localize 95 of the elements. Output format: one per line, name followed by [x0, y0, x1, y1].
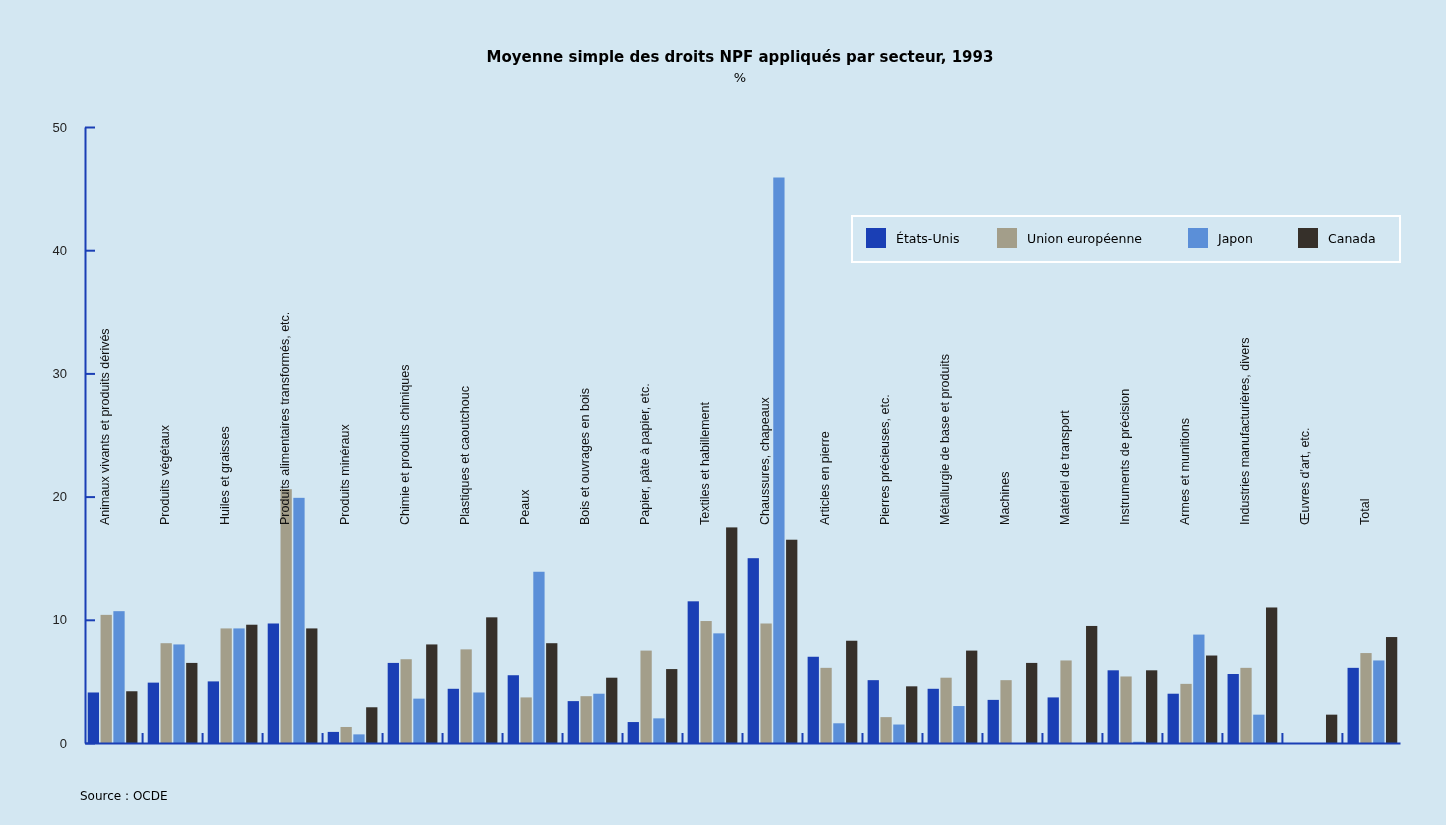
bar: [820, 667, 832, 743]
bar: [1086, 625, 1098, 743]
bar: [700, 621, 712, 743]
bar: [293, 497, 305, 743]
bar: [1206, 655, 1218, 743]
bar: [546, 643, 558, 743]
source-note: Source : OCDE: [80, 789, 168, 803]
bar: [473, 692, 485, 743]
bar: [340, 726, 352, 743]
bar: [653, 718, 665, 743]
bar: [1026, 662, 1038, 743]
bar: [893, 724, 905, 743]
x-tick-label: Produits minéraux: [337, 423, 352, 525]
x-tick-label: Chimie et produits chimiques: [397, 364, 412, 525]
x-tick-label: Instruments de précision: [1117, 388, 1132, 525]
legend-label: États-Unis: [896, 231, 960, 246]
bar: [366, 707, 378, 743]
y-tick-label: 10: [52, 612, 67, 628]
y-tick-label: 20: [52, 489, 67, 505]
bar: [113, 611, 125, 743]
bar: [1060, 660, 1072, 743]
bar: [186, 662, 198, 743]
x-tick-label: Papier, pâte à papier, etc.: [637, 383, 652, 525]
bar: [906, 686, 918, 743]
bar: [880, 717, 892, 743]
bar: [606, 677, 618, 743]
bar: [833, 723, 845, 743]
bar: [486, 617, 498, 743]
bar: [233, 628, 245, 743]
bar: [846, 640, 858, 743]
x-tick-label: Bois et ouvrages en bois: [577, 388, 592, 525]
bar: [400, 659, 412, 743]
x-tick-label: Produits alimentaires transformés, etc.: [278, 311, 292, 525]
bar: [100, 614, 112, 743]
bar: [786, 539, 798, 743]
bar: [593, 693, 605, 743]
bar: [1240, 667, 1252, 743]
x-tick-label: Métallurgie de base et produits: [937, 354, 952, 525]
bar: [940, 677, 952, 743]
bar: [426, 644, 438, 743]
bar: [1385, 637, 1398, 743]
x-tick-label: Animaux vivants et produits dérivés: [98, 328, 113, 525]
x-tick-label: Machines: [997, 471, 1012, 525]
bar: [580, 696, 592, 743]
x-tick-label: Plastiques et caoutchouc: [457, 386, 472, 525]
legend-label: Japon: [1217, 231, 1253, 246]
bar: [713, 633, 725, 743]
bar: [1193, 634, 1205, 743]
bar: [1266, 607, 1278, 743]
bar: [126, 691, 138, 743]
bar: [1146, 670, 1158, 743]
x-tick-label: Œuvres d'art, etc.: [1297, 427, 1312, 525]
legend-label: Canada: [1328, 231, 1376, 246]
x-tick-label: Huiles et graisses: [218, 426, 233, 525]
bar: [1373, 660, 1385, 743]
bar: [1180, 683, 1192, 743]
x-tick-label: Peaux: [517, 488, 532, 525]
bar: [640, 650, 652, 743]
bar: [520, 697, 532, 743]
bar: [1253, 714, 1265, 743]
x-tick-label: Pierres précieuses, etc.: [877, 394, 892, 525]
y-tick-label: 40: [52, 242, 67, 258]
x-tick-label: Produits végétaux: [158, 424, 173, 525]
bar: [1120, 676, 1132, 743]
y-tick-label: 30: [52, 366, 67, 382]
bar: [460, 649, 472, 743]
bar: [966, 650, 978, 743]
x-tick-label: Textiles et habillement: [697, 401, 712, 525]
bar: [1000, 680, 1012, 743]
bar: [533, 571, 545, 743]
legend-label: Union européenne: [1027, 231, 1143, 246]
bar: [173, 644, 185, 743]
bar: [1360, 653, 1372, 743]
x-tick-label: Articles en pierre: [817, 431, 832, 525]
bar: [1326, 714, 1338, 743]
x-tick-label: Industries manufacturières, divers: [1237, 337, 1252, 525]
bar: [246, 624, 258, 743]
bar: [773, 177, 785, 743]
bar: [160, 643, 172, 743]
bar: [760, 623, 772, 743]
chart-title: Moyenne simple des droits NPF appliqués par secteur, 1993: [486, 48, 994, 66]
x-tick-label: Total: [1357, 498, 1372, 525]
bar: [666, 669, 678, 743]
y-tick-label: 0: [59, 735, 67, 751]
x-tick-label: Matériel de transport: [1057, 409, 1072, 525]
x-tick-label: Chaussures, chapeaux: [757, 396, 772, 525]
x-tick-label: Armes et munitions: [1177, 418, 1192, 525]
bar: [353, 734, 365, 743]
bar: [220, 628, 232, 743]
bar: [953, 706, 965, 743]
y-tick-label: 50: [52, 119, 67, 135]
bar: [726, 527, 738, 743]
bar: [306, 628, 318, 743]
bar: [413, 698, 425, 743]
chart-subtitle: %: [733, 70, 747, 85]
